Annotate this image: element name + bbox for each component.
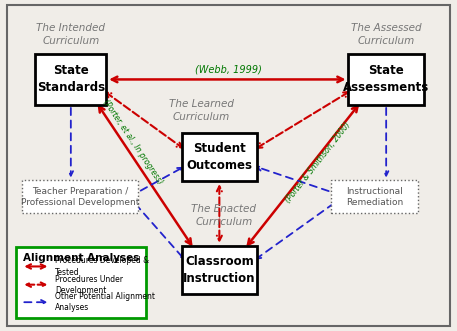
Text: (Porter, et al., In progress): (Porter, et al., In progress) bbox=[101, 98, 164, 186]
Text: The Assessed
Curriculum: The Assessed Curriculum bbox=[351, 23, 421, 46]
Bar bbox=[181, 133, 257, 181]
Text: Instructional
Remediation: Instructional Remediation bbox=[346, 187, 404, 207]
Text: Student
Outcomes: Student Outcomes bbox=[186, 142, 252, 172]
Bar bbox=[348, 54, 424, 105]
Text: The Intended
Curriculum: The Intended Curriculum bbox=[37, 23, 105, 46]
Bar bbox=[181, 246, 257, 294]
Text: State
Standards: State Standards bbox=[37, 65, 105, 94]
Text: (Porter & Smithson, 2000): (Porter & Smithson, 2000) bbox=[283, 120, 352, 204]
Text: The Enacted
Curriculum: The Enacted Curriculum bbox=[191, 205, 256, 227]
Text: The Learned
Curriculum: The Learned Curriculum bbox=[169, 100, 234, 122]
Bar bbox=[16, 247, 146, 318]
Text: (Webb, 1999): (Webb, 1999) bbox=[195, 65, 262, 74]
Text: Classroom
Instruction: Classroom Instruction bbox=[183, 255, 255, 285]
Bar bbox=[35, 54, 106, 105]
Text: Procedures Developed &
Tested: Procedures Developed & Tested bbox=[55, 257, 149, 276]
Text: Teacher Preparation /
Professional Development: Teacher Preparation / Professional Devel… bbox=[21, 187, 139, 207]
Text: Other Potential Alignment
Analyses: Other Potential Alignment Analyses bbox=[55, 292, 155, 312]
Text: State
Assessments: State Assessments bbox=[343, 65, 429, 94]
Bar bbox=[331, 180, 418, 213]
Text: Alignment Analyses: Alignment Analyses bbox=[23, 253, 139, 263]
Text: Procedures Under
Development: Procedures Under Development bbox=[55, 275, 123, 295]
Bar bbox=[21, 180, 138, 213]
